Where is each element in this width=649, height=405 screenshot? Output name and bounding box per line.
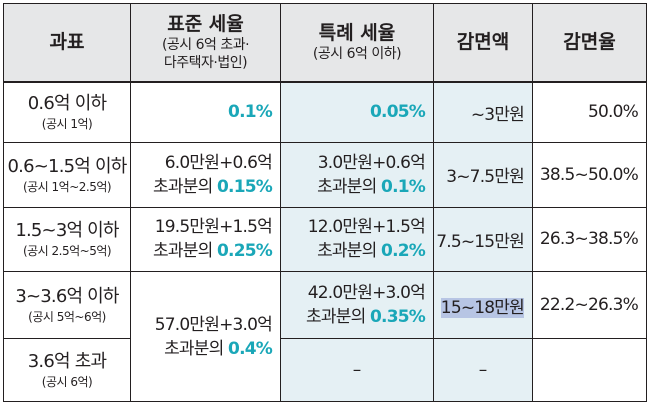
header-standard-rate-sub2: 다주택자·법인) <box>163 55 248 72</box>
base-cell: 0.6~1.5억 이하 (공시 1억~2.5억) <box>3 141 131 208</box>
standard-rate-cell: 6.0만원+0.6억 초과분의 0.15% <box>130 141 281 208</box>
reduction-cell: – <box>433 338 533 402</box>
header-special-rate: 특례 세율 (공시 6억 이하) <box>280 3 434 83</box>
reduction-cell: 7.5~15만원 <box>433 206 533 273</box>
base-cell: 3.6억 초과 (공시 6억) <box>3 338 131 402</box>
special-rate-cell: – <box>280 338 434 402</box>
standard-rate-cell: 0.1% <box>130 81 281 143</box>
base-cell: 3~3.6억 이하 (공시 5억~6억) <box>3 271 131 340</box>
reduction-cell: ~3만원 <box>433 81 533 143</box>
header-reduction: 감면액 <box>433 3 533 83</box>
reduction-cell: 3~7.5만원 <box>433 141 533 208</box>
standard-rate-cell: 19.5만원+1.5억 초과분의 0.25% <box>130 206 281 273</box>
selected-text[interactable]: 15~18만원 <box>440 297 525 318</box>
header-special-rate-title: 특례 세율 <box>318 22 396 45</box>
special-rate-cell: 3.0만원+0.6억 초과분의 0.1% <box>280 141 434 208</box>
special-rate-cell: 12.0만원+1.5억 초과분의 0.2% <box>280 206 434 273</box>
reduction-cell: 15~18만원 <box>433 271 533 340</box>
standard-rate-cell: 57.0만원+3.0억 초과분의 0.4% <box>130 271 281 402</box>
reduction-rate-cell: 50.0% <box>532 81 647 143</box>
reduction-rate-cell: ​22.2~26.3% <box>532 271 647 340</box>
tax-rate-table: 과표 표준 세율 (공시 6억 초과· 다주택자·법인) 특례 세율 (공시 6… <box>3 3 647 402</box>
header-standard-rate-sub1: (공시 6억 초과· <box>161 37 250 54</box>
table-header-row: 과표 표준 세율 (공시 6억 초과· 다주택자·법인) 특례 세율 (공시 6… <box>3 3 647 83</box>
table-row: 0.6억 이하 (공시 1억) 0.1% 0.05% ~3만원 50.0% <box>3 81 647 143</box>
header-special-rate-sub: (공시 6억 이하) <box>312 46 402 63</box>
table-row: 3~3.6억 이하 (공시 5억~6억) 57.0만원+3.0억 초과분의 0.… <box>3 271 647 402</box>
table-row: 0.6~1.5억 이하 (공시 1억~2.5억) 6.0만원+0.6억 초과분의… <box>3 141 647 208</box>
header-standard-rate: 표준 세율 (공시 6억 초과· 다주택자·법인) <box>130 3 281 83</box>
table-row: 3.6억 초과 (공시 6억) – – <box>3 338 647 402</box>
special-rate-cell: 0.05% <box>280 81 434 143</box>
table-row: 1.5~3억 이하 (공시 2.5억~5억) 19.5만원+1.5억 초과분의 … <box>3 206 647 273</box>
reduction-rate-cell: 38.5~50.0% <box>532 141 647 208</box>
reduction-rate-cell: 26.3~38.5% <box>532 206 647 273</box>
reduction-rate-cell <box>532 338 647 402</box>
base-cell: 0.6억 이하 (공시 1억) <box>3 81 131 143</box>
header-base: 과표 <box>3 3 131 83</box>
header-standard-rate-title: 표준 세율 <box>167 13 244 36</box>
header-reduction-rate: 감면율 <box>532 3 647 83</box>
special-rate-cell: 42.0만원+3.0억 초과분의 0.35% <box>280 271 434 340</box>
base-cell: 1.5~3억 이하 (공시 2.5억~5억) <box>3 206 131 273</box>
